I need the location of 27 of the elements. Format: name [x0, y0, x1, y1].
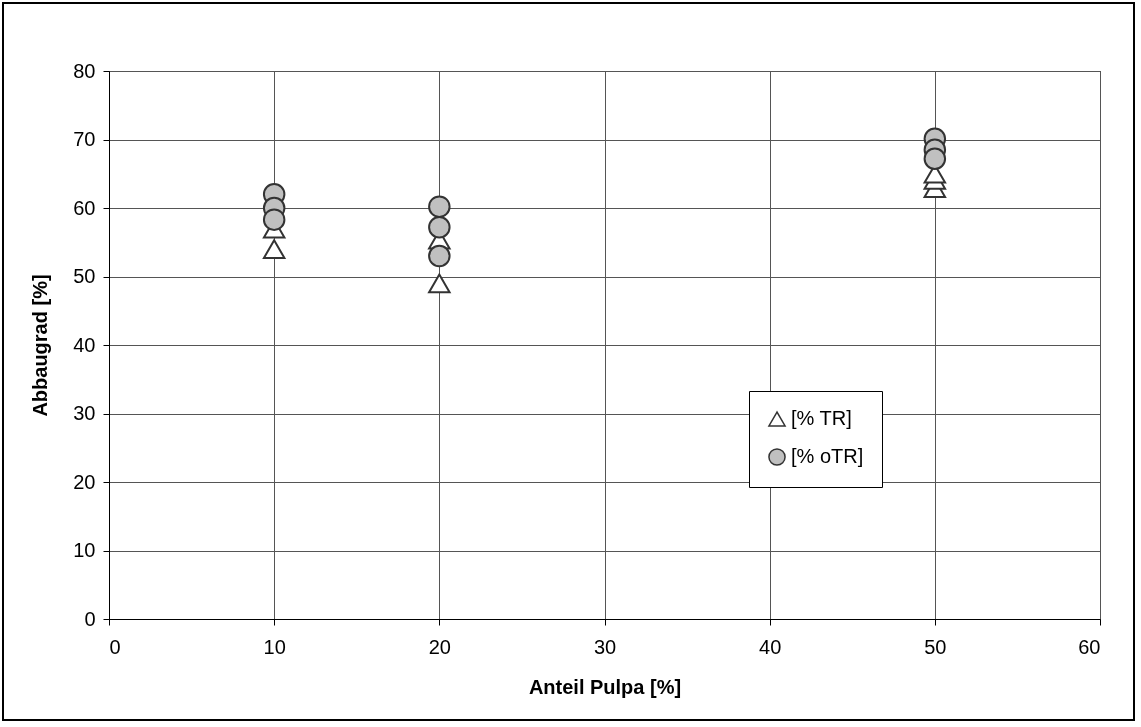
y-tick-label: 0	[84, 607, 96, 630]
legend-label: [% TR]	[791, 407, 852, 429]
x-tick-label: 20	[428, 635, 451, 658]
point	[428, 215, 451, 239]
x-tick-label: 0	[109, 635, 121, 658]
y-tick-label: 60	[73, 196, 96, 219]
y-tick-label: 20	[73, 470, 96, 493]
point	[428, 195, 451, 218]
y-tick-label: 40	[73, 333, 96, 356]
y-tick-label: 80	[73, 59, 96, 82]
legend-label: [% oTR]	[791, 445, 864, 467]
x-tick-label: 30	[593, 635, 617, 658]
y-tick-label: 50	[73, 265, 96, 287]
point	[262, 208, 286, 231]
point	[923, 147, 947, 170]
x-tick-label: 50	[924, 635, 947, 658]
point	[428, 273, 451, 294]
x-tick-label: 40	[759, 635, 782, 658]
x-tick-label: 60	[1078, 635, 1101, 658]
y-tick-label: 10	[73, 539, 96, 561]
y-tick-label: 30	[73, 402, 96, 424]
y-axis-title: Abbaugrad [%]	[29, 274, 52, 417]
x-axis-title: Anteil Pulpa [%]	[528, 675, 682, 698]
point	[262, 239, 286, 259]
x-tick-label: 10	[263, 635, 286, 658]
y-tick-label: 70	[73, 128, 96, 150]
point	[428, 244, 451, 268]
